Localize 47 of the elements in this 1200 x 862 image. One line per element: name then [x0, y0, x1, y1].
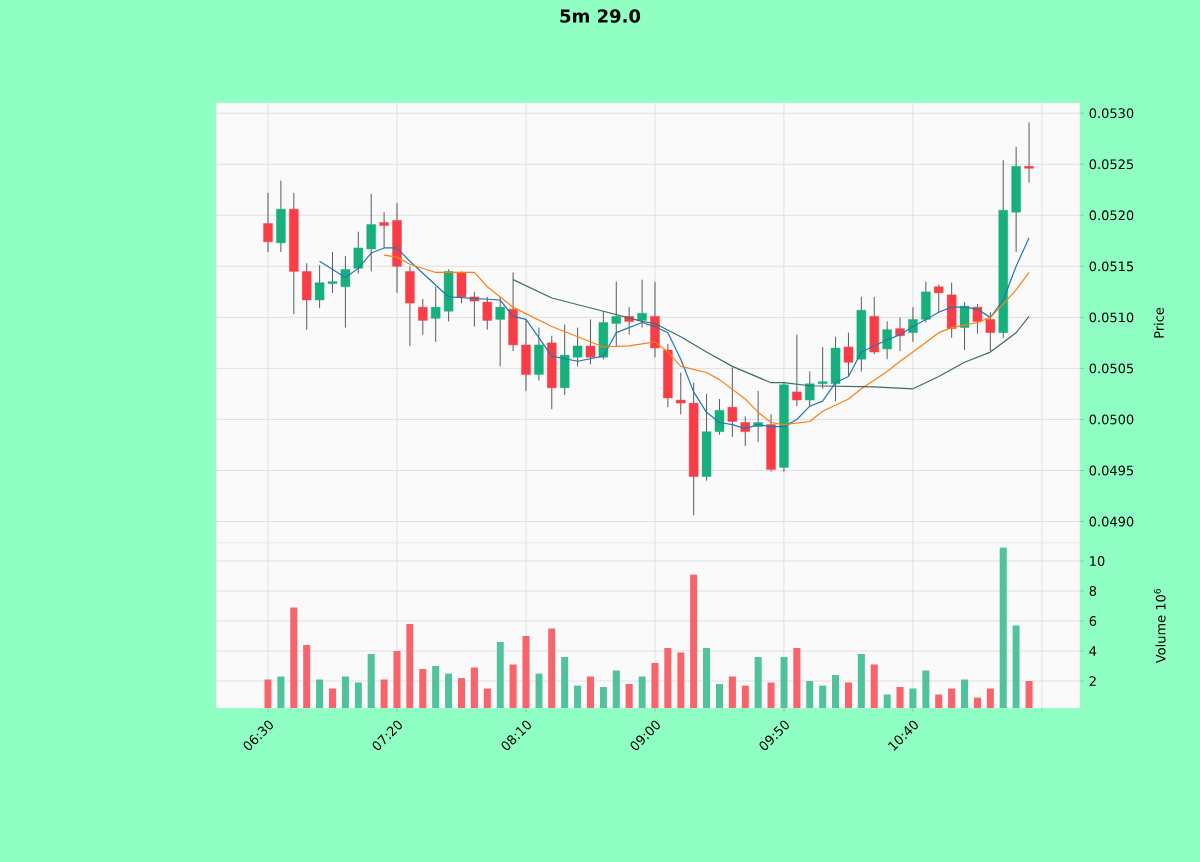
candlestick — [430, 286, 441, 343]
y-axis-title: Price — [1153, 307, 1164, 338]
candlestick — [379, 211, 389, 249]
y-axis-title: Volume 10$^{6}$ — [1153, 588, 1166, 664]
candlestick — [908, 306, 918, 343]
y-tick-label: 8 — [1089, 586, 1097, 596]
y-tick-label: 0.0500 — [1089, 414, 1134, 425]
candlestick — [482, 296, 493, 331]
candlestick — [985, 311, 996, 352]
candlestick — [714, 398, 725, 436]
candlestick — [637, 279, 647, 328]
y-tick-label: 0.0495 — [1089, 465, 1134, 476]
candlestick — [585, 319, 596, 365]
y-tick-label: 0.0490 — [1089, 516, 1134, 527]
candlestick — [611, 281, 621, 347]
candlestick — [314, 264, 325, 309]
candlestick — [727, 366, 738, 438]
y-tick-label: 0.0525 — [1089, 159, 1134, 170]
y-tick-label: 10 — [1090, 556, 1105, 566]
candlestick — [495, 296, 505, 367]
y-tick-label: 0.0515 — [1089, 261, 1134, 272]
candlestick — [327, 251, 338, 294]
candlestick — [934, 284, 944, 313]
y-tick-label: 0.0510 — [1089, 312, 1134, 323]
candlestick — [805, 371, 815, 408]
candlestick — [418, 298, 428, 336]
candlestick — [972, 303, 983, 335]
line-series — [383, 254, 1030, 426]
candlestick — [817, 346, 828, 390]
y-tick-label: 6 — [1089, 616, 1097, 626]
candlestick — [740, 415, 750, 447]
candlestick — [340, 255, 351, 328]
y-tick-label: 0.0520 — [1089, 210, 1134, 221]
y-tick-label: 2 — [1089, 676, 1096, 686]
chart-title: 5m 29.0 — [560, 9, 641, 23]
candlestick — [959, 301, 970, 351]
y-tick-label: 0.0505 — [1089, 363, 1134, 374]
candlestick — [843, 332, 854, 377]
candlestick — [1024, 121, 1034, 184]
y-tick-label: 0.0530 — [1089, 108, 1134, 119]
candlestick — [353, 231, 364, 274]
candlestick — [792, 334, 802, 407]
candlestick — [572, 327, 583, 367]
candlestick — [263, 192, 273, 253]
y-tick-label: 4 — [1089, 646, 1097, 656]
candlestick — [882, 321, 892, 360]
candlestick — [676, 372, 686, 415]
